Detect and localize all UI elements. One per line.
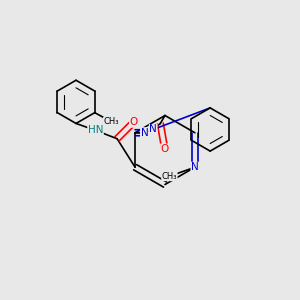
Text: O: O	[161, 144, 169, 154]
Text: HN: HN	[88, 125, 103, 135]
Text: CH₃: CH₃	[103, 117, 119, 126]
Text: N: N	[140, 128, 148, 138]
Text: CH₃: CH₃	[162, 172, 177, 181]
Text: O: O	[130, 117, 138, 127]
Text: N: N	[149, 124, 157, 134]
Text: N: N	[191, 162, 199, 172]
